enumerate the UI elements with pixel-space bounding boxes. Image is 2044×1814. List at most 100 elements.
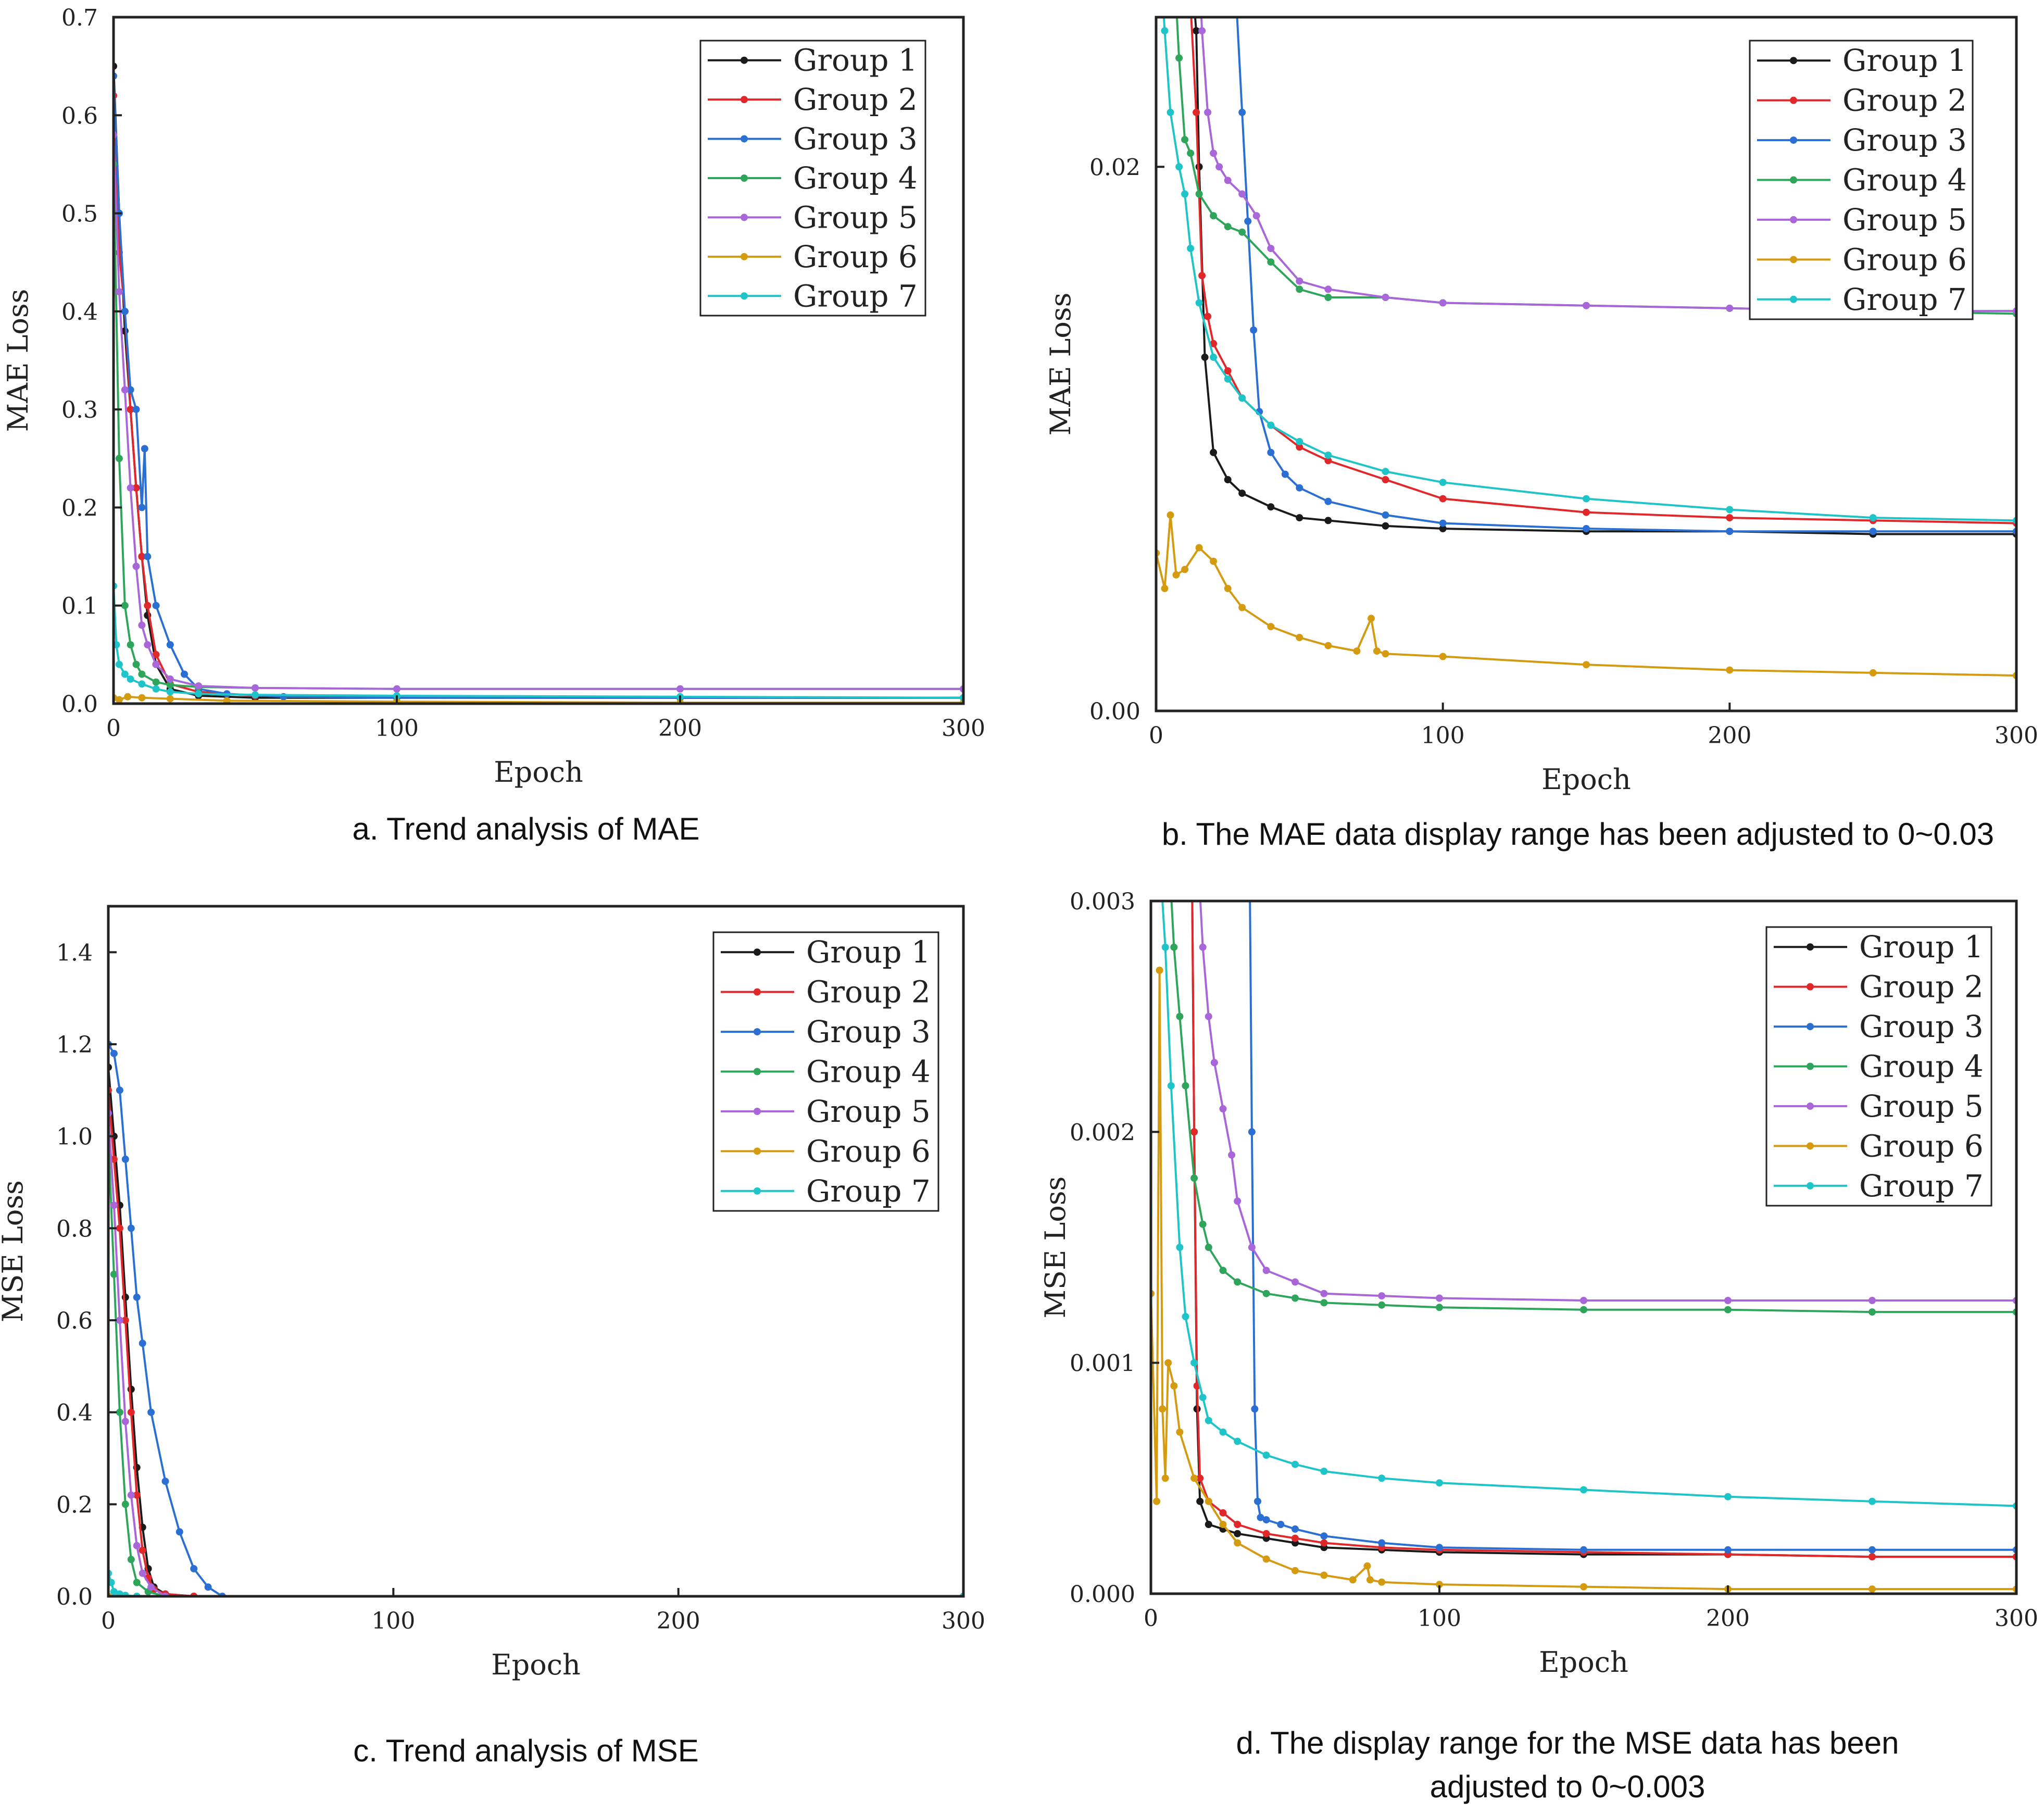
data-point-b-2-3 <box>1198 272 1206 280</box>
data-point-d-7-4 <box>1167 1082 1175 1090</box>
data-point-c-4-3 <box>116 1408 123 1416</box>
data-point-d-5-8 <box>1248 1244 1256 1251</box>
data-point-d-5-6 <box>1228 1151 1236 1159</box>
legend-label-a-4: Group 4 <box>793 160 918 196</box>
data-point-b-5-12 <box>1382 294 1389 301</box>
data-point-c-3-9 <box>161 1478 169 1485</box>
legend-label-a-2: Group 2 <box>793 82 918 117</box>
data-point-b-4-10 <box>1296 285 1303 293</box>
data-point-b-7-5 <box>1181 190 1189 198</box>
y-tick-label-c-4: 0.8 <box>56 1216 93 1242</box>
data-point-b-7-10 <box>1238 394 1246 402</box>
data-point-c-3-11 <box>190 1565 198 1572</box>
y-tick-label-b-0: 0.00 <box>1089 698 1140 725</box>
data-point-b-7-3 <box>1167 108 1174 116</box>
data-point-b-5-13 <box>1439 299 1447 307</box>
data-point-b-7-15 <box>1439 479 1447 486</box>
data-point-d-6-8 <box>1176 1428 1184 1436</box>
data-point-b-4-5 <box>1195 190 1203 198</box>
data-point-a-7-7 <box>152 685 160 693</box>
data-point-d-7-15 <box>1378 1474 1386 1482</box>
legend-label-d-3: Group 3 <box>1859 1009 1984 1044</box>
legend-label-d-2: Group 2 <box>1859 969 1984 1005</box>
data-point-b-5-11 <box>1324 285 1332 293</box>
data-point-a-7-2 <box>114 641 120 648</box>
data-point-c-2-7 <box>139 1546 146 1554</box>
data-point-a-3-4 <box>127 386 134 394</box>
data-point-d-6-3 <box>1156 967 1163 974</box>
data-point-b-1-6 <box>1224 476 1232 483</box>
y-tick-label-c-3: 0.6 <box>56 1308 93 1334</box>
data-point-b-5-7 <box>1238 190 1246 198</box>
data-point-b-6-10 <box>1267 623 1275 631</box>
x-axis-label-b: Epoch <box>1541 763 1631 796</box>
data-point-b-6-20 <box>1869 669 1877 677</box>
plot-frame-b <box>1155 16 2018 712</box>
data-point-b-2-6 <box>1224 367 1232 375</box>
data-point-b-7-7 <box>1195 299 1203 307</box>
data-point-c-3-12 <box>204 1583 212 1591</box>
data-point-d-2-2 <box>1190 1128 1198 1136</box>
data-point-d-2-6 <box>1219 1509 1227 1517</box>
legend-label-c-1: Group 1 <box>806 934 931 970</box>
data-point-a-7-9 <box>195 690 203 698</box>
data-point-a-5-4 <box>127 484 134 492</box>
data-point-b-6-16 <box>1382 650 1389 658</box>
data-point-d-4-2 <box>1170 943 1178 951</box>
data-point-c-3-10 <box>175 1528 183 1536</box>
data-point-c-4-4 <box>121 1500 129 1508</box>
data-point-d-6-23 <box>1869 1585 1876 1593</box>
data-point-d-5-7 <box>1234 1197 1242 1205</box>
data-point-a-3-10 <box>166 641 174 648</box>
data-point-d-3-3 <box>1251 1405 1259 1413</box>
data-point-b-3-11 <box>1382 511 1389 519</box>
data-point-b-6-14 <box>1368 615 1375 622</box>
legend-label-c-5: Group 5 <box>806 1094 931 1129</box>
data-point-d-7-14 <box>1320 1468 1328 1475</box>
data-point-b-7-9 <box>1224 375 1232 383</box>
data-point-b-3-4 <box>1244 217 1252 225</box>
data-point-a-4-5 <box>132 660 140 668</box>
data-point-a-7-3 <box>115 660 123 668</box>
data-point-b-4-9 <box>1267 258 1275 266</box>
data-point-b-6-15 <box>1373 647 1381 655</box>
series-line-d-6 <box>1151 969 2016 1591</box>
data-point-d-1-5 <box>1205 1521 1212 1528</box>
data-point-d-6-20 <box>1436 1581 1443 1588</box>
data-point-b-1-9 <box>1296 514 1303 522</box>
x-tick-label-a-3: 300 <box>942 715 985 742</box>
data-point-d-3-10 <box>1378 1539 1386 1547</box>
y-axis-label-b: MAE Loss <box>1044 293 1077 436</box>
y-tick-label-a-4: 0.4 <box>61 299 98 326</box>
data-point-d-3-14 <box>1869 1546 1876 1554</box>
data-point-b-1-8 <box>1267 503 1275 511</box>
data-point-b-7-14 <box>1382 468 1389 476</box>
y-tick-label-c-0: 0.0 <box>56 1584 93 1610</box>
data-point-c-3-7 <box>139 1340 146 1347</box>
legend-label-d-4: Group 4 <box>1859 1049 1984 1084</box>
data-point-a-4-7 <box>152 678 160 686</box>
x-tick-label-b-1: 100 <box>1421 722 1465 749</box>
data-point-d-5-12 <box>1378 1292 1386 1300</box>
data-point-a-7-5 <box>127 675 134 683</box>
caption-a: a. Trend analysis of MAE <box>352 811 700 846</box>
legend-label-b-5: Group 5 <box>1842 202 1967 237</box>
y-tick-label-d-3: 0.003 <box>1070 889 1135 915</box>
data-point-a-2-8 <box>152 650 160 658</box>
data-point-a-7-8 <box>166 688 174 696</box>
data-point-a-4-8 <box>166 681 174 689</box>
data-point-b-4-11 <box>1324 294 1332 301</box>
y-tick-label-c-7: 1.4 <box>56 940 93 966</box>
data-point-b-4-6 <box>1210 212 1218 220</box>
data-point-d-4-15 <box>1580 1306 1587 1313</box>
x-tick-label-b-3: 300 <box>1995 722 2038 749</box>
y-tick-label-a-0: 0.0 <box>61 691 98 718</box>
data-point-b-6-4 <box>1172 571 1180 579</box>
data-point-b-6-7 <box>1210 557 1218 565</box>
data-point-b-6-12 <box>1324 642 1332 649</box>
data-point-d-6-4 <box>1159 1405 1167 1413</box>
data-point-b-2-10 <box>1324 457 1332 465</box>
data-point-b-3-7 <box>1267 448 1275 456</box>
data-point-b-6-9 <box>1238 604 1246 611</box>
y-tick-label-a-5: 0.5 <box>61 201 98 228</box>
